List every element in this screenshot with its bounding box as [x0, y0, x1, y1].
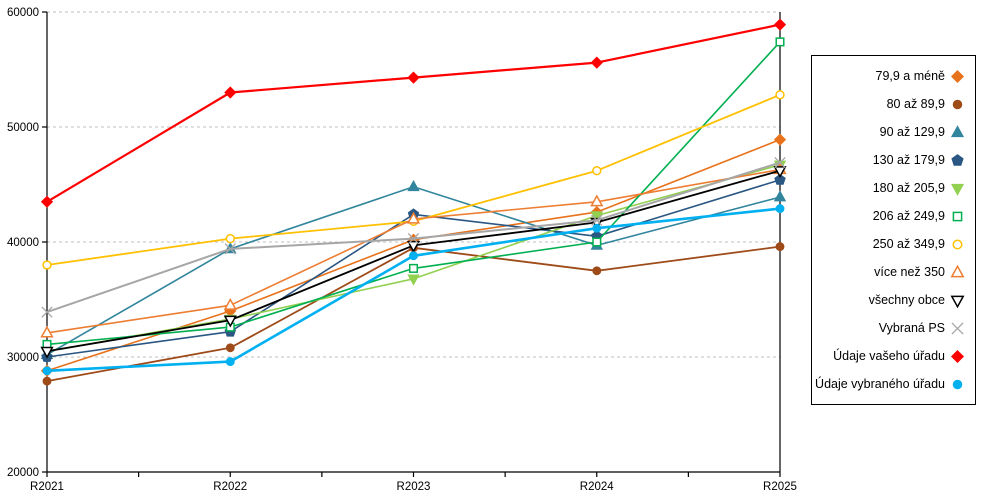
circle-legend-icon: [952, 238, 963, 250]
legend-item-label: Vybraná PS: [878, 321, 945, 335]
series-marker: [408, 263, 419, 273]
y-axis-tick-label: 50000: [7, 122, 39, 134]
x-axis-tick-label: R2022: [213, 481, 247, 493]
legend-item: 130 až 179,9: [818, 153, 965, 168]
legend-item: Vybraná PS: [818, 321, 965, 336]
legend-item: Údaje vybraného úřadu: [815, 377, 965, 392]
x-legend-icon: [951, 321, 964, 335]
legend-item: 250 až 349,9: [818, 237, 965, 252]
series-marker: [775, 242, 785, 252]
legend-item-label: 90 až 129,9: [879, 125, 945, 139]
series-marker: [590, 211, 603, 223]
x-axis-tick-label: R2023: [397, 481, 431, 493]
legend-item-label: Údaje vašeho úřadu: [833, 349, 945, 363]
series-marker: [42, 376, 52, 386]
legend-item-label: více než 350: [874, 265, 945, 279]
legend-item: 79,9 a méně: [818, 69, 965, 84]
series-marker: [225, 233, 235, 244]
series-marker: [406, 240, 421, 253]
series-marker: [225, 357, 235, 367]
series-marker: [592, 223, 602, 233]
legend-item: 206 až 249,9: [818, 209, 965, 224]
series-marker: [592, 237, 602, 247]
series-marker: [224, 86, 237, 99]
series-marker: [406, 211, 421, 224]
series-marker: [775, 90, 785, 100]
series-marker: [773, 133, 787, 146]
series-marker: [223, 297, 237, 310]
series-marker: [40, 346, 54, 359]
series-marker: [773, 190, 787, 202]
y-axis-tick-label: 40000: [7, 237, 39, 249]
series-marker: [592, 266, 602, 276]
series-marker: [775, 37, 785, 47]
triangle-up-legend-icon: [950, 124, 965, 137]
series-marker: [225, 343, 235, 353]
y-axis-tick-label: 20000: [7, 467, 39, 479]
legend-item-label: 206 až 249,9: [872, 209, 945, 223]
y-axis-tick-label: 30000: [7, 352, 39, 364]
series-marker: [590, 194, 604, 207]
series-marker: [774, 173, 786, 185]
diamond-legend-icon: [950, 69, 965, 83]
legend-item: více než 350: [818, 264, 965, 280]
legend-item-label: 130 až 179,9: [872, 153, 945, 167]
series-marker: [42, 366, 52, 376]
series-marker: [407, 179, 420, 192]
diamond-legend-icon: [950, 349, 965, 363]
series-line-6: [46, 41, 781, 346]
legend-item: 80 až 89,9: [818, 97, 965, 112]
series-marker: [409, 251, 418, 261]
square-legend-icon: [952, 211, 963, 221]
legend-item: 180 až 205,9: [818, 181, 965, 196]
circle-legend-icon: [952, 99, 963, 109]
x-axis-tick-label: R2024: [580, 481, 614, 493]
legend-item: Údaje vašeho úřadu: [818, 349, 965, 364]
y-axis-tick-label: 60000: [7, 7, 39, 19]
series-marker: [40, 325, 54, 338]
series-marker: [773, 18, 787, 31]
series-marker: [407, 274, 420, 286]
legend-item-label: Údaje vybraného úřadu: [815, 377, 945, 391]
x-axis-tick-label: R2025: [763, 481, 797, 493]
legend-item: 90 až 129,9: [818, 124, 965, 140]
series-marker: [41, 306, 53, 318]
triangle-up-legend-icon: [950, 264, 965, 277]
legend-box: 79,9 a méně 80 až 89,9 90 až 129,9 130 až 1…: [811, 55, 976, 405]
series-marker: [592, 166, 602, 176]
legend-item-label: 250 až 349,9: [872, 237, 945, 251]
x-axis-tick-label: R2021: [30, 481, 64, 493]
series-line-12: [46, 207, 781, 373]
triangle-down-legend-icon: [950, 295, 965, 308]
series-marker: [40, 195, 54, 208]
series-marker: [775, 204, 785, 214]
series-marker: [407, 71, 420, 84]
triangle-down-legend-icon: [950, 183, 965, 196]
circle-legend-icon: [952, 379, 963, 389]
series-marker: [224, 243, 236, 255]
series-marker: [774, 156, 786, 169]
legend-item-label: 79,9 a méně: [875, 69, 946, 83]
series-marker: [591, 214, 603, 226]
legend-item-label: 80 až 89,9: [886, 97, 945, 111]
pentagon-legend-icon: [951, 153, 964, 166]
series-marker: [773, 166, 787, 179]
series-marker: [42, 260, 52, 270]
series-line-11: [46, 23, 781, 203]
legend-item: všechny obce: [818, 293, 965, 308]
series-marker: [407, 232, 420, 245]
legend-item-label: 180 až 205,9: [872, 181, 945, 195]
series-marker: [223, 315, 237, 328]
series-marker: [590, 56, 603, 69]
legend-item-label: všechny obce: [868, 293, 945, 307]
